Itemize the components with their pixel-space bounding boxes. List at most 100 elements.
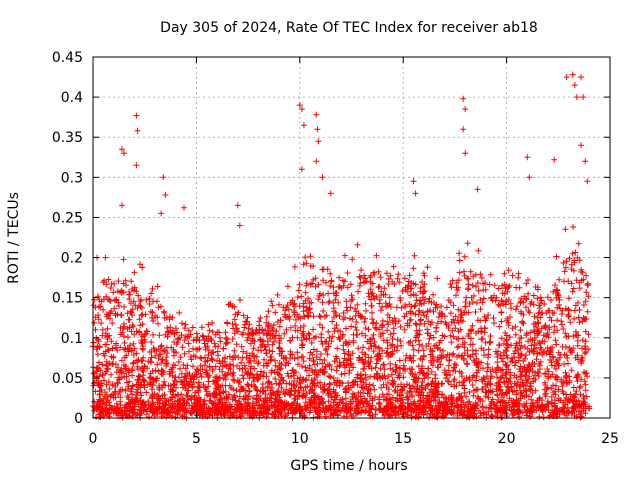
data-point	[390, 325, 397, 332]
data-point	[397, 365, 403, 372]
data-point	[532, 372, 538, 379]
data-point	[363, 398, 369, 405]
data-point	[313, 371, 320, 378]
data-point	[505, 322, 512, 329]
data-point	[157, 343, 164, 350]
data-point	[288, 407, 295, 413]
data-point	[149, 386, 155, 393]
data-point	[164, 410, 171, 417]
data-point	[558, 311, 565, 317]
data-point	[205, 333, 212, 340]
data-point	[365, 354, 372, 361]
data-point	[139, 404, 145, 411]
data-point	[376, 401, 382, 407]
data-point	[576, 279, 583, 286]
data-point	[402, 357, 409, 364]
data-point	[438, 318, 445, 325]
data-point	[496, 342, 503, 349]
data-point	[469, 299, 476, 306]
data-point	[414, 384, 421, 390]
data-point	[148, 339, 155, 346]
data-point	[129, 413, 136, 420]
data-point	[276, 338, 283, 344]
data-point	[300, 308, 307, 315]
data-point	[460, 126, 467, 133]
data-point	[167, 324, 174, 331]
data-point	[339, 380, 346, 387]
data-point	[309, 351, 316, 358]
data-point	[418, 365, 425, 372]
data-point	[190, 345, 196, 352]
data-points	[90, 71, 593, 421]
data-point	[443, 396, 450, 402]
data-point	[240, 312, 247, 319]
data-point	[528, 383, 534, 390]
data-point	[392, 387, 399, 394]
data-point	[409, 342, 416, 349]
data-point	[473, 386, 480, 393]
data-point	[456, 379, 463, 386]
data-point	[534, 286, 541, 293]
data-point	[263, 319, 270, 326]
data-point	[133, 328, 140, 335]
data-point	[559, 383, 566, 390]
data-point	[115, 380, 121, 387]
data-point	[181, 325, 188, 332]
data-point	[377, 274, 384, 281]
data-point	[278, 411, 285, 418]
data-point	[119, 386, 126, 393]
data-point	[140, 354, 147, 361]
data-point	[582, 410, 589, 417]
data-point	[522, 355, 528, 362]
data-point	[455, 319, 462, 326]
data-point	[435, 358, 442, 365]
data-point	[128, 386, 135, 393]
data-point	[378, 288, 385, 295]
data-point	[450, 302, 457, 309]
data-point	[327, 410, 334, 417]
data-point	[555, 408, 562, 415]
data-point	[126, 378, 133, 385]
data-point	[276, 301, 282, 308]
data-point	[380, 409, 387, 415]
data-point	[120, 256, 127, 263]
data-point	[524, 154, 531, 161]
data-point	[541, 379, 548, 386]
data-point	[305, 330, 312, 337]
data-point	[173, 384, 179, 391]
data-point	[402, 368, 408, 374]
data-point	[90, 339, 97, 346]
data-point	[121, 150, 127, 157]
data-point	[225, 365, 232, 372]
data-point	[323, 279, 329, 286]
data-point	[504, 317, 510, 324]
data-point	[433, 384, 440, 391]
data-point	[314, 380, 321, 387]
data-point	[376, 407, 383, 414]
data-point	[120, 280, 127, 287]
data-point	[276, 360, 283, 366]
data-point	[310, 326, 317, 333]
data-point	[309, 280, 315, 287]
data-point	[272, 362, 279, 369]
data-point	[394, 336, 401, 343]
data-point	[143, 296, 150, 303]
data-point	[247, 358, 254, 365]
data-point	[113, 369, 120, 375]
data-point	[109, 381, 116, 388]
data-point	[419, 405, 426, 412]
data-point	[294, 294, 301, 301]
data-point	[440, 353, 447, 360]
data-point	[385, 321, 392, 328]
data-point	[538, 325, 545, 332]
data-point	[343, 325, 349, 332]
data-point	[124, 310, 131, 317]
data-point	[485, 388, 492, 395]
data-point	[344, 307, 351, 314]
data-point	[462, 303, 469, 310]
data-point	[146, 374, 153, 381]
data-point	[291, 383, 298, 389]
data-point	[236, 222, 243, 229]
data-point	[377, 365, 384, 372]
data-point	[436, 310, 443, 316]
